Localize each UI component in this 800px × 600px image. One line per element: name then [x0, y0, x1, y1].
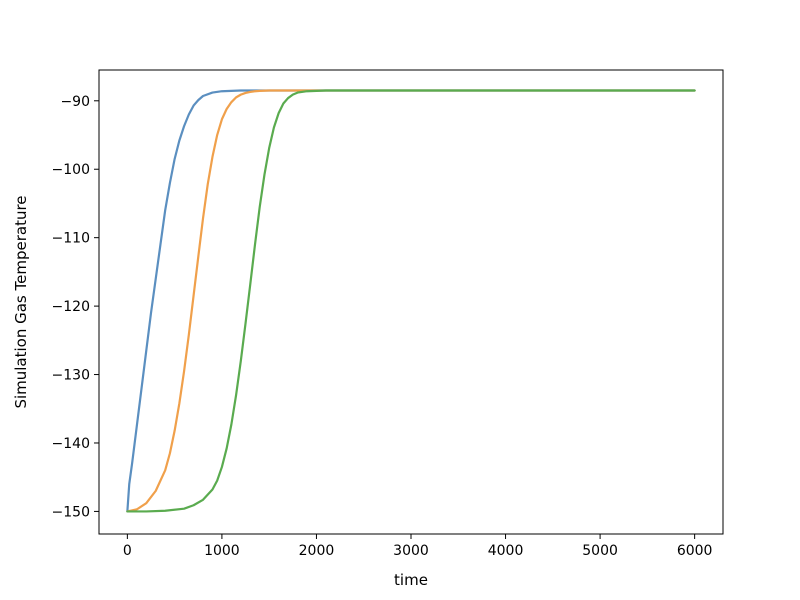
- y-tick-label: −100: [52, 162, 90, 178]
- x-tick-label: 4000: [488, 543, 524, 559]
- x-axis-label: time: [394, 571, 428, 589]
- x-axis-ticks: 0 1000 2000 3000 4000 5000 6000: [123, 534, 713, 559]
- y-tick-label: −110: [52, 231, 90, 247]
- series-line-2: [126, 89, 696, 513]
- y-tick-label: −140: [52, 436, 90, 452]
- y-axis-ticks: −150 −140 −130 −120 −110 −100 −90: [52, 94, 99, 520]
- y-tick-label: −120: [52, 299, 90, 315]
- x-tick-label: 3000: [393, 543, 429, 559]
- x-tick-label: 0: [123, 543, 132, 559]
- x-tick-label: 5000: [582, 543, 618, 559]
- series-layer: [126, 89, 696, 513]
- x-tick-label: 2000: [299, 543, 335, 559]
- y-axis-label: Simulation Gas Temperature: [12, 195, 30, 408]
- x-tick-label: 6000: [677, 543, 713, 559]
- plot-area: [99, 70, 723, 534]
- y-tick-label: −150: [52, 504, 90, 520]
- y-tick-label: −90: [60, 94, 90, 110]
- series-line-3: [126, 89, 696, 513]
- x-tick-label: 1000: [204, 543, 240, 559]
- y-tick-label: −130: [52, 368, 90, 384]
